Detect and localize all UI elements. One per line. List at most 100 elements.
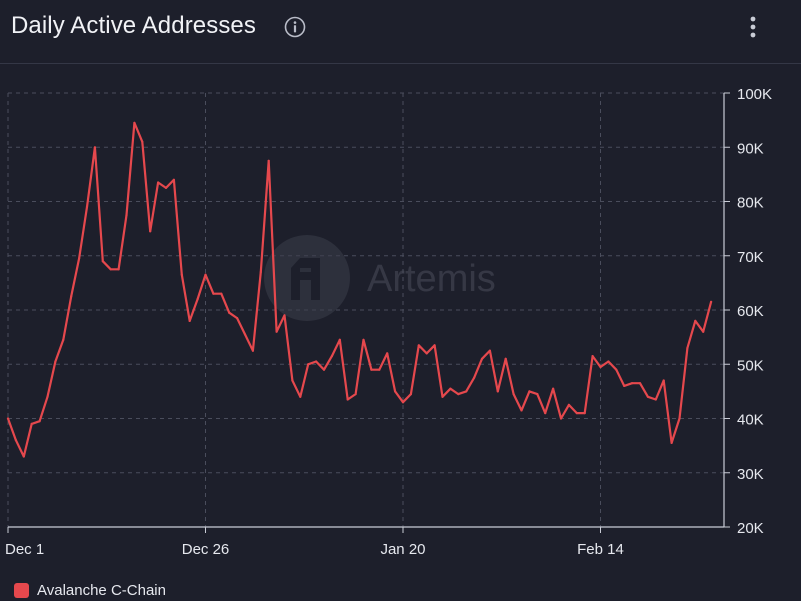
data-point	[370, 368, 373, 371]
data-point	[259, 270, 262, 274]
data-point	[544, 412, 547, 415]
data-point	[283, 314, 286, 317]
data-point	[528, 390, 531, 393]
data-point	[678, 417, 681, 420]
data-point	[559, 417, 563, 420]
more-options-icon[interactable]	[744, 14, 762, 40]
data-point	[591, 355, 594, 358]
data-point	[386, 352, 389, 355]
data-point	[322, 368, 326, 371]
data-point	[101, 260, 104, 263]
y-tick-label: 80K	[737, 195, 764, 212]
data-point	[196, 298, 199, 301]
data-point	[346, 398, 349, 401]
data-point	[70, 295, 73, 298]
data-point	[441, 395, 444, 398]
y-tick-label: 50K	[737, 357, 764, 374]
data-point	[631, 382, 634, 385]
data-point	[164, 186, 168, 189]
data-point	[125, 214, 128, 217]
x-tick-label: Dec 26	[182, 541, 230, 558]
data-point	[480, 357, 484, 360]
data-point	[236, 317, 239, 320]
data-point	[275, 330, 278, 333]
data-point	[417, 344, 420, 347]
data-point	[220, 292, 223, 295]
data-point	[291, 379, 294, 382]
data-point	[54, 360, 57, 363]
x-tick-label: Dec 1	[5, 541, 44, 558]
data-point	[46, 395, 49, 398]
artemis-logo-mark	[291, 258, 320, 300]
x-tick-label: Feb 14	[577, 541, 624, 558]
data-point	[599, 365, 602, 369]
data-point	[6, 417, 10, 420]
data-point	[149, 230, 152, 233]
data-point	[62, 338, 65, 341]
data-point	[188, 319, 191, 322]
data-point	[85, 205, 89, 208]
data-point	[267, 159, 270, 162]
data-point	[38, 420, 41, 423]
series-line-avalanche	[6, 121, 713, 458]
data-point	[315, 360, 318, 363]
y-tick-label: 20K	[737, 520, 764, 537]
data-point	[212, 292, 215, 295]
y-tick-label: 40K	[737, 412, 764, 429]
data-point	[133, 121, 136, 124]
legend-swatch	[14, 582, 29, 598]
x-tick-label: Jan 20	[380, 541, 425, 558]
data-point	[425, 352, 428, 355]
data-point	[670, 441, 673, 444]
data-point	[488, 349, 491, 352]
data-point	[362, 338, 365, 341]
data-point	[465, 390, 468, 393]
data-point	[93, 146, 96, 149]
data-point	[307, 363, 310, 366]
data-point	[378, 368, 381, 371]
axes: 20K 30K 40K 50K 60K 70K 80K 90K 100K Dec 1 Dec 26 J…	[5, 86, 772, 558]
chart-header: Daily Active Addresses	[0, 0, 801, 64]
data-point	[141, 140, 144, 143]
data-point	[694, 319, 697, 322]
data-point	[615, 368, 618, 371]
chart-title: Daily Active Addresses	[11, 12, 256, 39]
data-point	[180, 273, 183, 276]
data-point	[520, 409, 523, 412]
data-point	[567, 403, 571, 406]
data-point	[504, 357, 507, 360]
data-point	[702, 330, 705, 333]
data-point	[30, 422, 33, 425]
data-point	[496, 390, 499, 393]
series	[6, 121, 713, 458]
data-point	[354, 393, 357, 396]
data-point	[646, 395, 650, 398]
data-point	[228, 311, 231, 314]
data-point	[536, 393, 539, 396]
y-tick-label: 60K	[737, 303, 764, 320]
data-point	[22, 455, 25, 458]
data-point	[552, 387, 555, 390]
line-chart: Artemis 20K 30K 40K 50K 60K 70K 80K 90K 100K Dec …	[5, 86, 772, 558]
y-tick-label: 70K	[737, 249, 764, 266]
legend-item-avalanche[interactable]: Avalanche C-Chain	[14, 581, 166, 599]
data-point	[394, 390, 397, 393]
data-point	[583, 412, 586, 415]
data-point	[638, 382, 642, 385]
data-point	[449, 387, 452, 390]
data-point	[623, 384, 626, 387]
data-point	[330, 355, 333, 358]
data-point	[433, 344, 436, 347]
info-icon[interactable]	[284, 16, 306, 38]
data-point	[251, 349, 254, 352]
data-point	[473, 376, 476, 379]
data-point	[109, 268, 112, 271]
watermark-text: Artemis	[367, 258, 496, 300]
data-point	[512, 393, 515, 396]
y-tick-label: 90K	[737, 140, 764, 157]
grid	[7, 92, 724, 527]
data-point	[14, 439, 17, 442]
data-point	[338, 338, 341, 341]
legend-label: Avalanche C-Chain	[37, 581, 166, 599]
data-point	[409, 393, 412, 396]
